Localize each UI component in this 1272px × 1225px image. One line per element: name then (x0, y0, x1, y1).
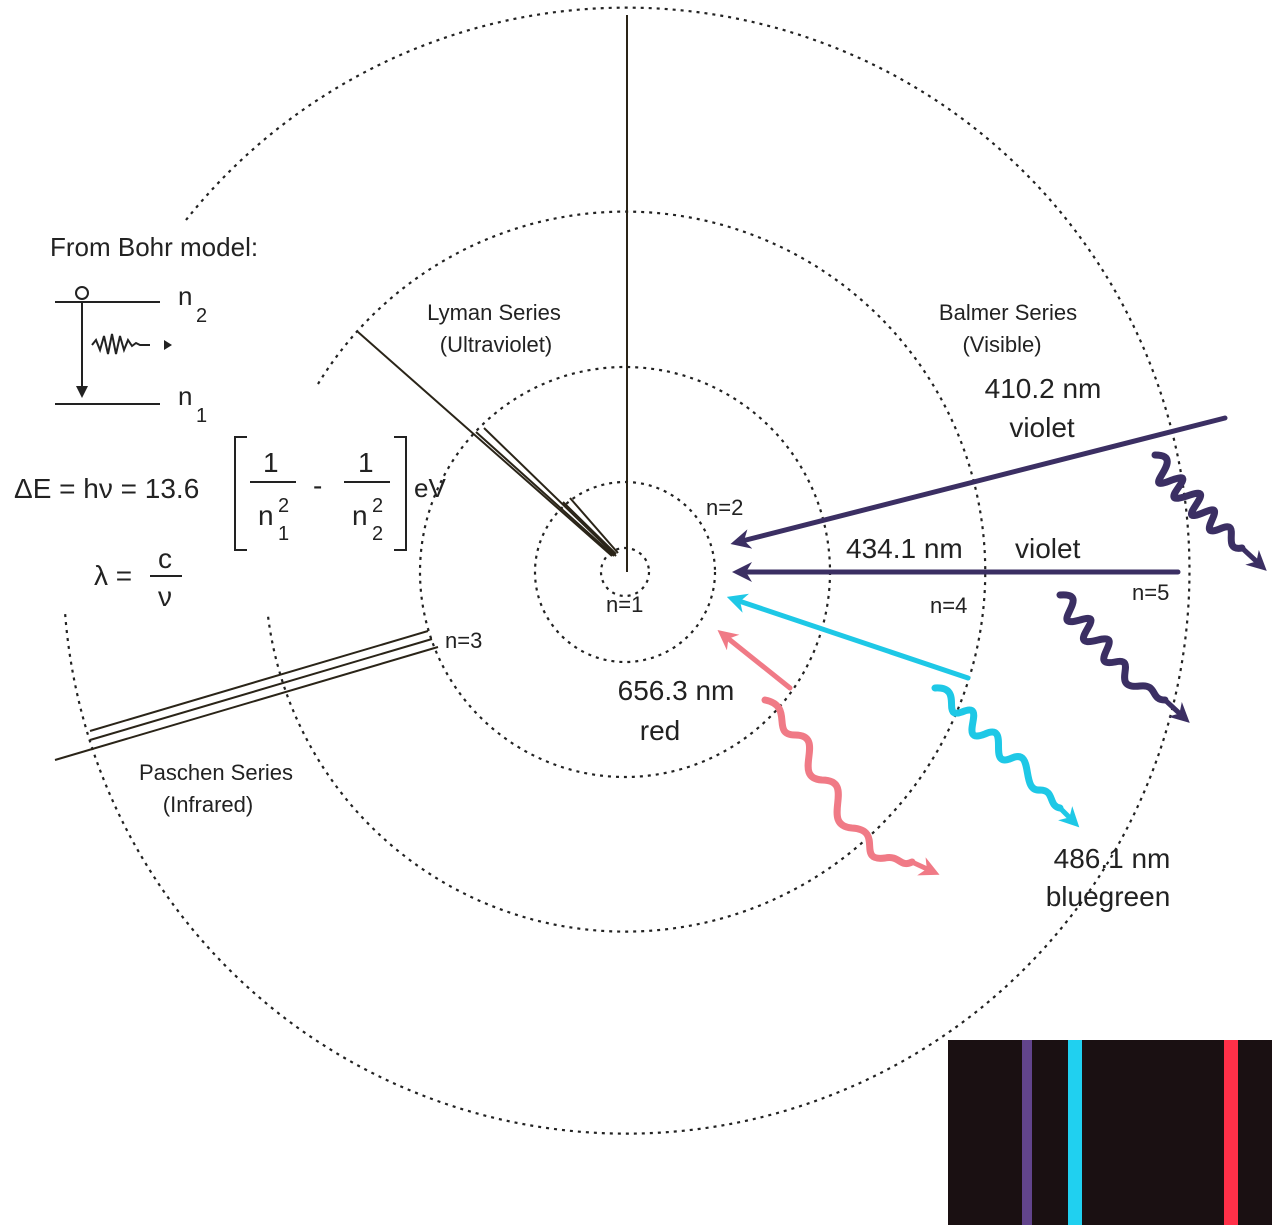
series-labels: Lyman Series (Ultraviolet) Balmer Series… (139, 300, 1077, 817)
wl-656-value: 656.3 nm (618, 675, 735, 706)
eq-frac2-n: n (352, 500, 368, 531)
eq-frac2-sub: 2 (372, 523, 383, 545)
wl-486-color: bluegreen (1046, 881, 1171, 912)
spectrum-band-violet (1022, 1040, 1032, 1225)
photon-486-tail (1057, 805, 1080, 828)
orbit-labels: n=1 n=2 n=3 n=4 n=5 (445, 495, 1169, 653)
lyman-lines (357, 15, 628, 572)
photon-410 (1151, 451, 1246, 552)
wl-434-color: violet (1015, 533, 1081, 564)
label-n3: n=3 (445, 628, 482, 653)
eq-frac2-num: 1 (358, 447, 374, 478)
wl-410-value: 410.2 nm (985, 373, 1102, 404)
wl-656-color: red (640, 715, 680, 746)
arrow-410 (730, 415, 1228, 549)
label-n5: n=5 (1132, 580, 1169, 605)
n-lower-sub: 1 (196, 405, 207, 427)
eq-nu: ν (158, 581, 172, 612)
lyman-series-name: Lyman Series (427, 300, 561, 325)
label-n4: n=4 (930, 593, 967, 618)
label-n1: n=1 (606, 592, 643, 617)
photon-656 (761, 696, 916, 867)
eq-frac2-sq: 2 (372, 495, 383, 517)
orbit-n2 (533, 480, 717, 664)
wl-434-value: 434.1 nm (846, 533, 963, 564)
energy-equation: ΔE = hν = 13.6 1 n 2 1 - 1 n 2 2 eV λ = … (14, 436, 446, 612)
orbit-n5 (63, 6, 1191, 1135)
balmer-arrows (717, 415, 1228, 691)
wl-486-value: 486.1 nm (1054, 843, 1171, 874)
orbit-n4 (266, 210, 987, 933)
eq-lhs: ΔE = hν = 13.6 (14, 473, 199, 504)
photon-486 (931, 684, 1064, 812)
photon-434 (1056, 591, 1169, 704)
spectrum-band-bluegreen (1068, 1040, 1082, 1225)
label-n2: n=2 (706, 495, 743, 520)
eq-lambda: λ = (94, 560, 132, 591)
paschen-lines (54, 630, 439, 761)
lyman-series-band: (Ultraviolet) (440, 332, 552, 357)
emission-spectrum (948, 1040, 1272, 1225)
bohr-title: From Bohr model: (50, 232, 258, 262)
wl-410-color: violet (1009, 412, 1075, 443)
orbit-n1 (599, 546, 651, 598)
arrow-486 (726, 593, 971, 681)
n-upper: n (178, 281, 192, 311)
paschen-series-band: (Infrared) (163, 792, 253, 817)
eq-frac1-sub: 1 (278, 523, 289, 545)
eq-unit: eV (414, 473, 446, 503)
eq-frac1-sq: 2 (278, 495, 289, 517)
balmer-series-name: Balmer Series (939, 300, 1077, 325)
eq-frac1-num: 1 (263, 447, 279, 478)
balmer-series-band: (Visible) (962, 332, 1041, 357)
photon-656-tail (909, 857, 940, 876)
photon-434-tail (1162, 697, 1190, 723)
photon-mini-icon (91, 333, 150, 355)
n-upper-sub: 2 (196, 305, 207, 327)
eq-minus: - (313, 470, 322, 501)
spectrum-background (948, 1040, 1272, 1225)
eq-frac1-n: n (258, 500, 274, 531)
electron-icon (75, 286, 89, 300)
eq-c: c (158, 543, 172, 574)
spectrum-band-red (1224, 1040, 1238, 1225)
photon-410-tail (1239, 545, 1267, 571)
paschen-series-name: Paschen Series (139, 760, 293, 785)
wavelength-labels: 410.2 nm violet 434.1 nm violet 486.1 nm… (618, 373, 1171, 912)
photons (761, 451, 1267, 876)
bohr-model-inset: From Bohr model: n 2 n 1 (50, 232, 258, 427)
arrow-656 (717, 630, 793, 691)
n-lower: n (178, 381, 192, 411)
